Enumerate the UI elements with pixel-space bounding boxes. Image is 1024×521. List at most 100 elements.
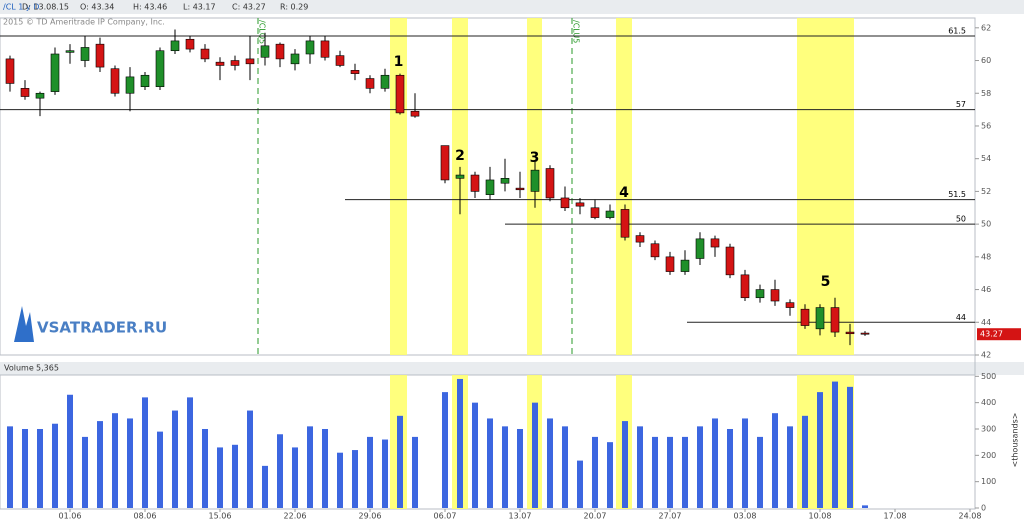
candle-body	[455, 174, 465, 179]
annotation: 4	[619, 185, 629, 201]
y-tick-label: 62	[981, 23, 991, 32]
level-label: 57	[956, 100, 966, 109]
candle-body	[755, 289, 765, 299]
volume-bar	[742, 418, 748, 508]
volume-bar	[682, 436, 688, 508]
price-tag	[977, 328, 1021, 341]
price-tag-label: 43.27	[980, 330, 1003, 339]
volume-bar	[202, 428, 208, 508]
volume-bar	[67, 394, 73, 508]
volume-bar	[172, 410, 178, 508]
volume-bar	[37, 428, 43, 508]
volume-value: 5,365	[36, 364, 59, 373]
volume-y-tick-label: 0	[981, 504, 986, 513]
level-label: 44	[956, 313, 966, 322]
logo: VSATRADER.RU	[14, 306, 167, 342]
annotation: 5	[821, 274, 831, 290]
candle-body	[725, 246, 735, 276]
volume-bar	[517, 428, 523, 508]
annotation: 3	[530, 150, 540, 166]
candle-body	[20, 88, 30, 97]
volume-header-bar	[0, 362, 1024, 375]
roll-label: /CLQ5	[258, 20, 267, 44]
volume-bar	[622, 421, 628, 508]
candle-body	[170, 40, 180, 52]
volume-bar	[382, 439, 388, 508]
volume-bar	[532, 402, 538, 508]
volume-bar	[7, 426, 13, 508]
volume-bar	[52, 423, 58, 508]
x-tick-label: 08.06	[134, 512, 157, 521]
logo-text: VSATRADER.RU	[37, 319, 167, 337]
candle-body	[125, 76, 135, 94]
logo-icon	[14, 306, 34, 342]
candle-body	[155, 50, 165, 88]
volume-bar	[712, 418, 718, 508]
candle-body	[560, 197, 570, 209]
candle-body	[230, 60, 240, 66]
candle-body	[260, 45, 270, 58]
volume-bar	[397, 415, 403, 508]
y-tick-label: 54	[981, 154, 991, 163]
candle-body	[110, 68, 120, 94]
candle-body	[290, 53, 300, 65]
candle-body	[440, 145, 450, 181]
volume-bar	[667, 436, 673, 508]
volume-bar	[367, 436, 373, 508]
candle-body	[215, 61, 225, 66]
header-bar	[0, 0, 1024, 14]
x-tick-label: 24.08	[959, 512, 982, 521]
volume-bar	[472, 402, 478, 508]
y-tick-label: 58	[981, 89, 991, 98]
volume-bar	[607, 442, 613, 508]
x-tick-label: 15.06	[209, 512, 232, 521]
candle-body	[665, 256, 675, 272]
level-label: 61.5	[948, 26, 966, 35]
volume-bar	[577, 460, 583, 508]
volume-bar	[862, 505, 868, 508]
volume-bar	[187, 397, 193, 508]
candle-body	[335, 55, 345, 66]
candle-body	[380, 74, 390, 89]
candle-body	[200, 48, 210, 60]
volume-bar	[412, 436, 418, 508]
volume-bar	[112, 413, 118, 508]
candle-body	[5, 58, 15, 84]
candle-body	[500, 178, 510, 184]
volume-bar	[757, 436, 763, 508]
highlight	[616, 18, 632, 355]
highlight	[797, 18, 854, 355]
volume-bar	[232, 444, 238, 508]
symbol: /CL 1 y D	[3, 3, 39, 12]
y-tick-label: 46	[981, 285, 991, 294]
candle-body	[320, 40, 330, 58]
candle-body	[785, 302, 795, 308]
x-tick-label: 20.07	[584, 512, 607, 521]
candle-body	[395, 74, 405, 114]
volume-y-tick-label: 300	[981, 424, 996, 433]
candle-body	[695, 238, 705, 259]
volume-bar	[127, 418, 133, 508]
volume-bar	[337, 452, 343, 508]
x-tick-label: 27.07	[659, 512, 682, 521]
x-tick-label: 17.08	[884, 512, 907, 521]
candle-body	[830, 307, 840, 333]
volume-bar	[727, 428, 733, 508]
annotation: 1	[394, 54, 404, 70]
candle-body	[740, 274, 750, 299]
volume-bar	[352, 450, 358, 508]
volume-bar	[787, 426, 793, 508]
volume-bar	[637, 426, 643, 508]
header-field: C: 43.27	[232, 3, 266, 12]
header-field: D: 13.08.15	[22, 3, 69, 12]
volume-bar	[487, 418, 493, 508]
candle-body	[305, 40, 315, 55]
x-tick-label: 01.06	[59, 512, 82, 521]
candle-body	[575, 202, 585, 207]
volume-bar	[22, 428, 28, 508]
copyright: 2015 © TD Ameritrade IP Company, Inc.	[3, 18, 165, 27]
volume-y-tick-label: 200	[981, 451, 996, 460]
header-field: H: 43.46	[133, 3, 167, 12]
candle-body	[530, 169, 540, 192]
volume-bar	[322, 428, 328, 508]
